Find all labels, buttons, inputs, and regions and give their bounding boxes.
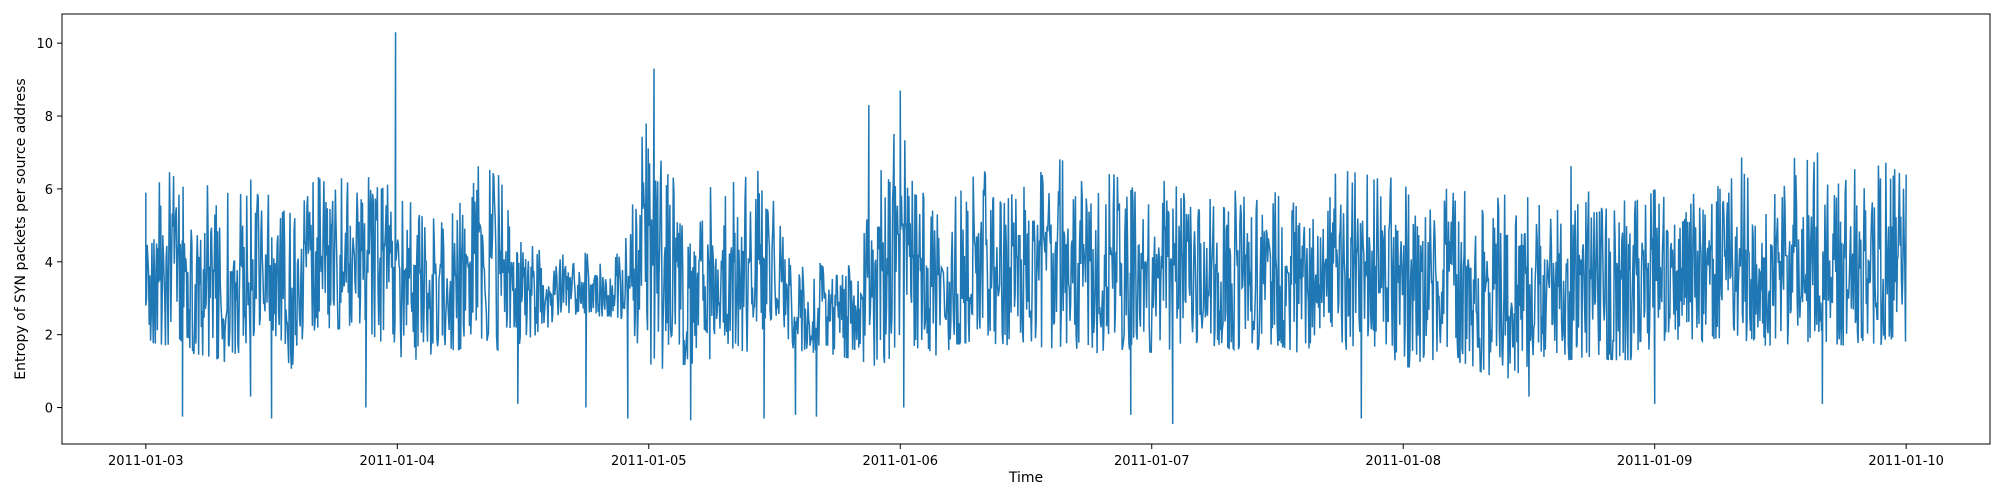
- series-line: [145, 32, 1907, 424]
- x-tick-label: 2011-01-03: [108, 454, 184, 469]
- axes-frame: [61, 13, 1991, 445]
- y-tick-label: 0: [45, 402, 53, 417]
- y-tick-label: 2: [45, 329, 53, 344]
- x-tick-label: 2011-01-07: [1114, 454, 1190, 469]
- y-tick-label: 4: [45, 256, 53, 271]
- y-tick-label: 6: [45, 183, 53, 198]
- y-tick-label: 10: [36, 37, 53, 52]
- x-axis-label: Time: [1008, 470, 1043, 486]
- x-tick-label: 2011-01-09: [1617, 454, 1693, 469]
- x-axis: 2011-01-03 2011-01-04 2011-01-05 2011-01-06…: [108, 444, 1944, 469]
- plot-area: [145, 32, 1907, 424]
- x-tick-label: 2011-01-06: [862, 454, 938, 469]
- x-tick-label: 2011-01-04: [360, 454, 436, 469]
- y-axis: 0 2 4 6 8 10: [36, 37, 62, 417]
- x-tick-label: 2011-01-10: [1868, 454, 1944, 469]
- y-tick-label: 8: [45, 110, 53, 125]
- x-tick-label: 2011-01-08: [1365, 454, 1441, 469]
- x-tick-label: 2011-01-05: [611, 454, 687, 469]
- y-axis-label: Entropy of SYN packets per source addres…: [13, 78, 29, 379]
